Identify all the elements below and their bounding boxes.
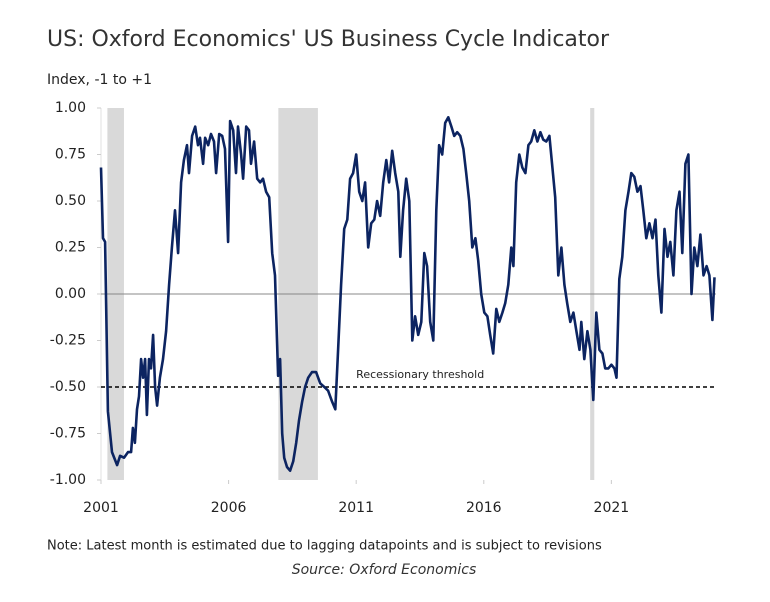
- x-tick-label: 2011: [338, 500, 374, 516]
- note: Note: Latest month is estimated due to l…: [47, 539, 602, 554]
- y-tick-label: 0.75: [55, 147, 86, 163]
- y-tick-label: 0.50: [55, 193, 86, 209]
- source: Source: Oxford Economics: [292, 562, 477, 578]
- x-tick-label: 2006: [211, 500, 247, 516]
- y-tick-label: 1.00: [55, 100, 86, 116]
- y-tick-label: 0.00: [55, 286, 86, 302]
- chart-title: US: Oxford Economics' US Business Cycle …: [47, 27, 610, 52]
- y-tick-label: -1.00: [50, 472, 86, 488]
- y-tick-label: -0.75: [50, 426, 86, 442]
- threshold-label: Recessionary threshold: [356, 368, 484, 381]
- y-axis-label: Index, -1 to +1: [47, 72, 152, 88]
- x-tick-label: 2016: [466, 500, 502, 516]
- y-tick-label: -0.25: [50, 333, 86, 349]
- series-line: [99, 116, 716, 472]
- x-tick-label: 2001: [83, 500, 119, 516]
- y-tick-label: -0.50: [50, 379, 86, 395]
- y-tick-label: 0.25: [55, 240, 86, 256]
- x-tick-label: 2021: [594, 500, 630, 516]
